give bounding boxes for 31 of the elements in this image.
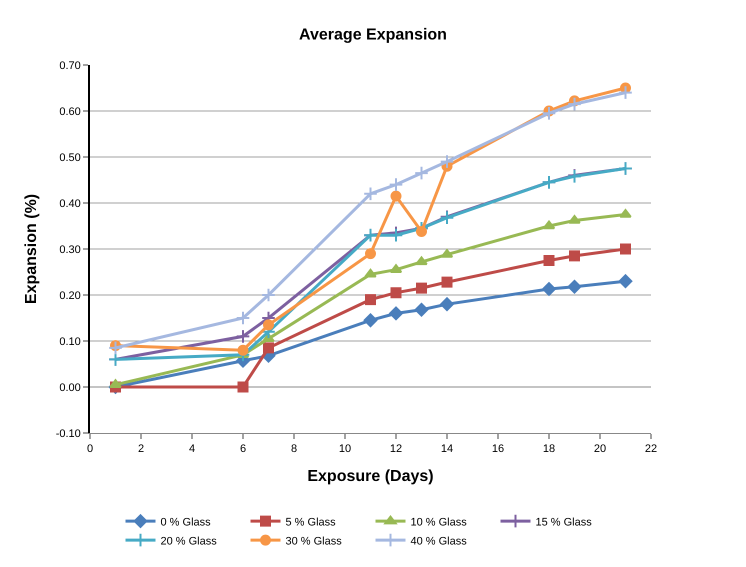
x-tick-label: 10 bbox=[338, 443, 352, 456]
x-tick-label: 6 bbox=[240, 443, 246, 456]
y-tick-label: 0.10 bbox=[59, 336, 81, 348]
legend-label: 0 % Glass bbox=[160, 516, 212, 528]
x-tick-label: 8 bbox=[290, 443, 298, 456]
y-tick-label: -0.10 bbox=[56, 428, 81, 440]
y-tick-label: 0.50 bbox=[59, 152, 81, 164]
x-axis-title: Exposure (Days) bbox=[307, 468, 434, 485]
legend-label: 5 % Glass bbox=[286, 516, 336, 528]
legend-label: 10 % Glass bbox=[410, 516, 468, 528]
legend-label: 30 % Glass bbox=[286, 535, 342, 548]
x-tick-label: 4 bbox=[188, 443, 196, 456]
y-tick-label: 0.00 bbox=[59, 382, 81, 394]
y-tick-label: 0.30 bbox=[59, 244, 81, 256]
x-tick-label: 22 bbox=[644, 443, 658, 456]
x-tick-label: 0 bbox=[86, 443, 94, 456]
y-tick-label: 0.70 bbox=[59, 60, 81, 72]
chart-title: Average Expansion bbox=[299, 26, 447, 44]
x-tick-label: 14 bbox=[440, 443, 454, 456]
x-tick-label: 12 bbox=[390, 443, 402, 456]
x-tick-label: 16 bbox=[492, 443, 504, 456]
x-tick-label: 20 bbox=[594, 443, 606, 456]
x-tick-label: 2 bbox=[138, 443, 144, 456]
legend-label: 15 % Glass bbox=[536, 516, 592, 528]
x-tick-label: 18 bbox=[542, 443, 556, 456]
y-tick-label: 0.20 bbox=[59, 290, 81, 302]
y-tick-label: 0.40 bbox=[59, 198, 81, 210]
y-axis-title: Expansion (%) bbox=[23, 194, 40, 304]
y-tick-label: 0.60 bbox=[59, 106, 81, 118]
legend-label: 20 % Glass bbox=[160, 535, 218, 548]
legend-label: 40 % Glass bbox=[410, 535, 468, 548]
